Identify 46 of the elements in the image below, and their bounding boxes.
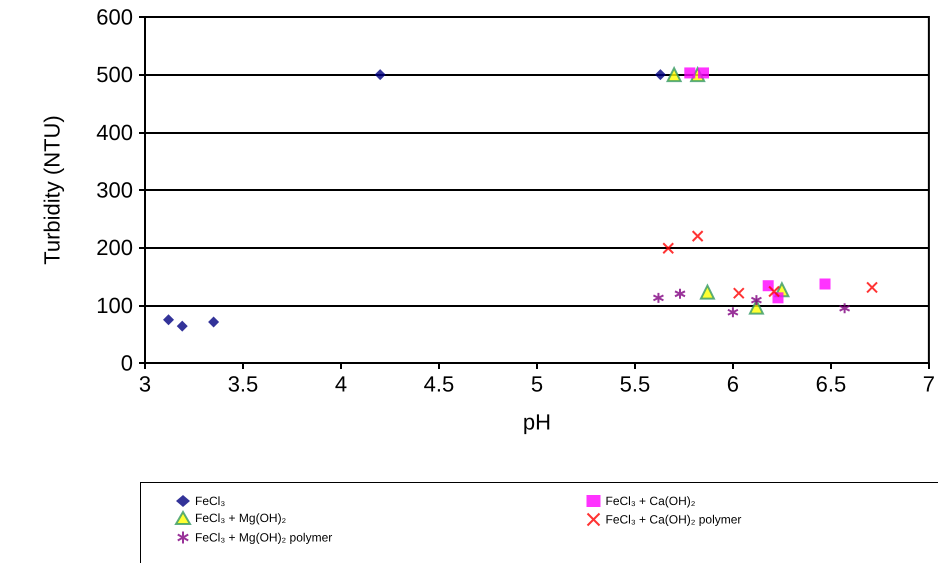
x-tick-label: 3.5: [228, 372, 258, 396]
x-tick-label: 6: [726, 372, 740, 396]
y-tick-label: 500: [96, 62, 133, 88]
point: [374, 69, 386, 80]
point: [176, 320, 188, 332]
point: [666, 67, 682, 82]
point: [684, 67, 696, 78]
x-axis-title: pH: [522, 410, 552, 434]
point: [698, 67, 710, 78]
y-tick-label: 0: [120, 350, 133, 376]
point: [820, 278, 831, 290]
legend-label: FeCl₃ + Mg(OH)₂ polymer: [195, 530, 332, 544]
y-tick-label: 200: [96, 235, 133, 260]
x-tick-label: 5: [530, 372, 544, 396]
y-tick-label: 100: [96, 292, 133, 318]
point: [700, 284, 715, 300]
x-tick-label: 7: [922, 372, 936, 396]
point: [662, 242, 674, 254]
point: [838, 302, 851, 314]
legend-label: FeCl₃ + Ca(OH)₂ polymer: [606, 512, 742, 526]
point: [750, 294, 762, 306]
y-axis-title: Turbidity (NTU): [40, 115, 64, 265]
x-tick-label: 5.5: [620, 372, 650, 396]
legend-label: FeCl₃: [195, 494, 226, 508]
point: [208, 316, 220, 328]
point: [726, 306, 739, 318]
point: [652, 292, 664, 304]
y-tick-label: 400: [96, 120, 133, 145]
point: [732, 287, 745, 300]
point: [748, 300, 764, 315]
point: [768, 285, 780, 298]
point: [674, 288, 686, 300]
point: [866, 281, 878, 294]
y-tick-label: 300: [96, 178, 133, 202]
x-tick-label: 3: [138, 372, 152, 396]
y-tick-label: 600: [96, 4, 133, 30]
legend-label: FeCl₃ + Ca(OH)₂: [606, 494, 696, 508]
x-tick-label: 6.5: [816, 372, 846, 396]
x-tick-label: 4.5: [424, 372, 454, 396]
point: [772, 292, 784, 304]
legend-label: FeCl₃ + Mg(OH)₂: [195, 511, 287, 525]
point: [692, 230, 704, 242]
point: [163, 314, 174, 326]
x-tick-label: 4: [334, 372, 348, 396]
point: [654, 69, 666, 80]
point: [762, 280, 774, 292]
